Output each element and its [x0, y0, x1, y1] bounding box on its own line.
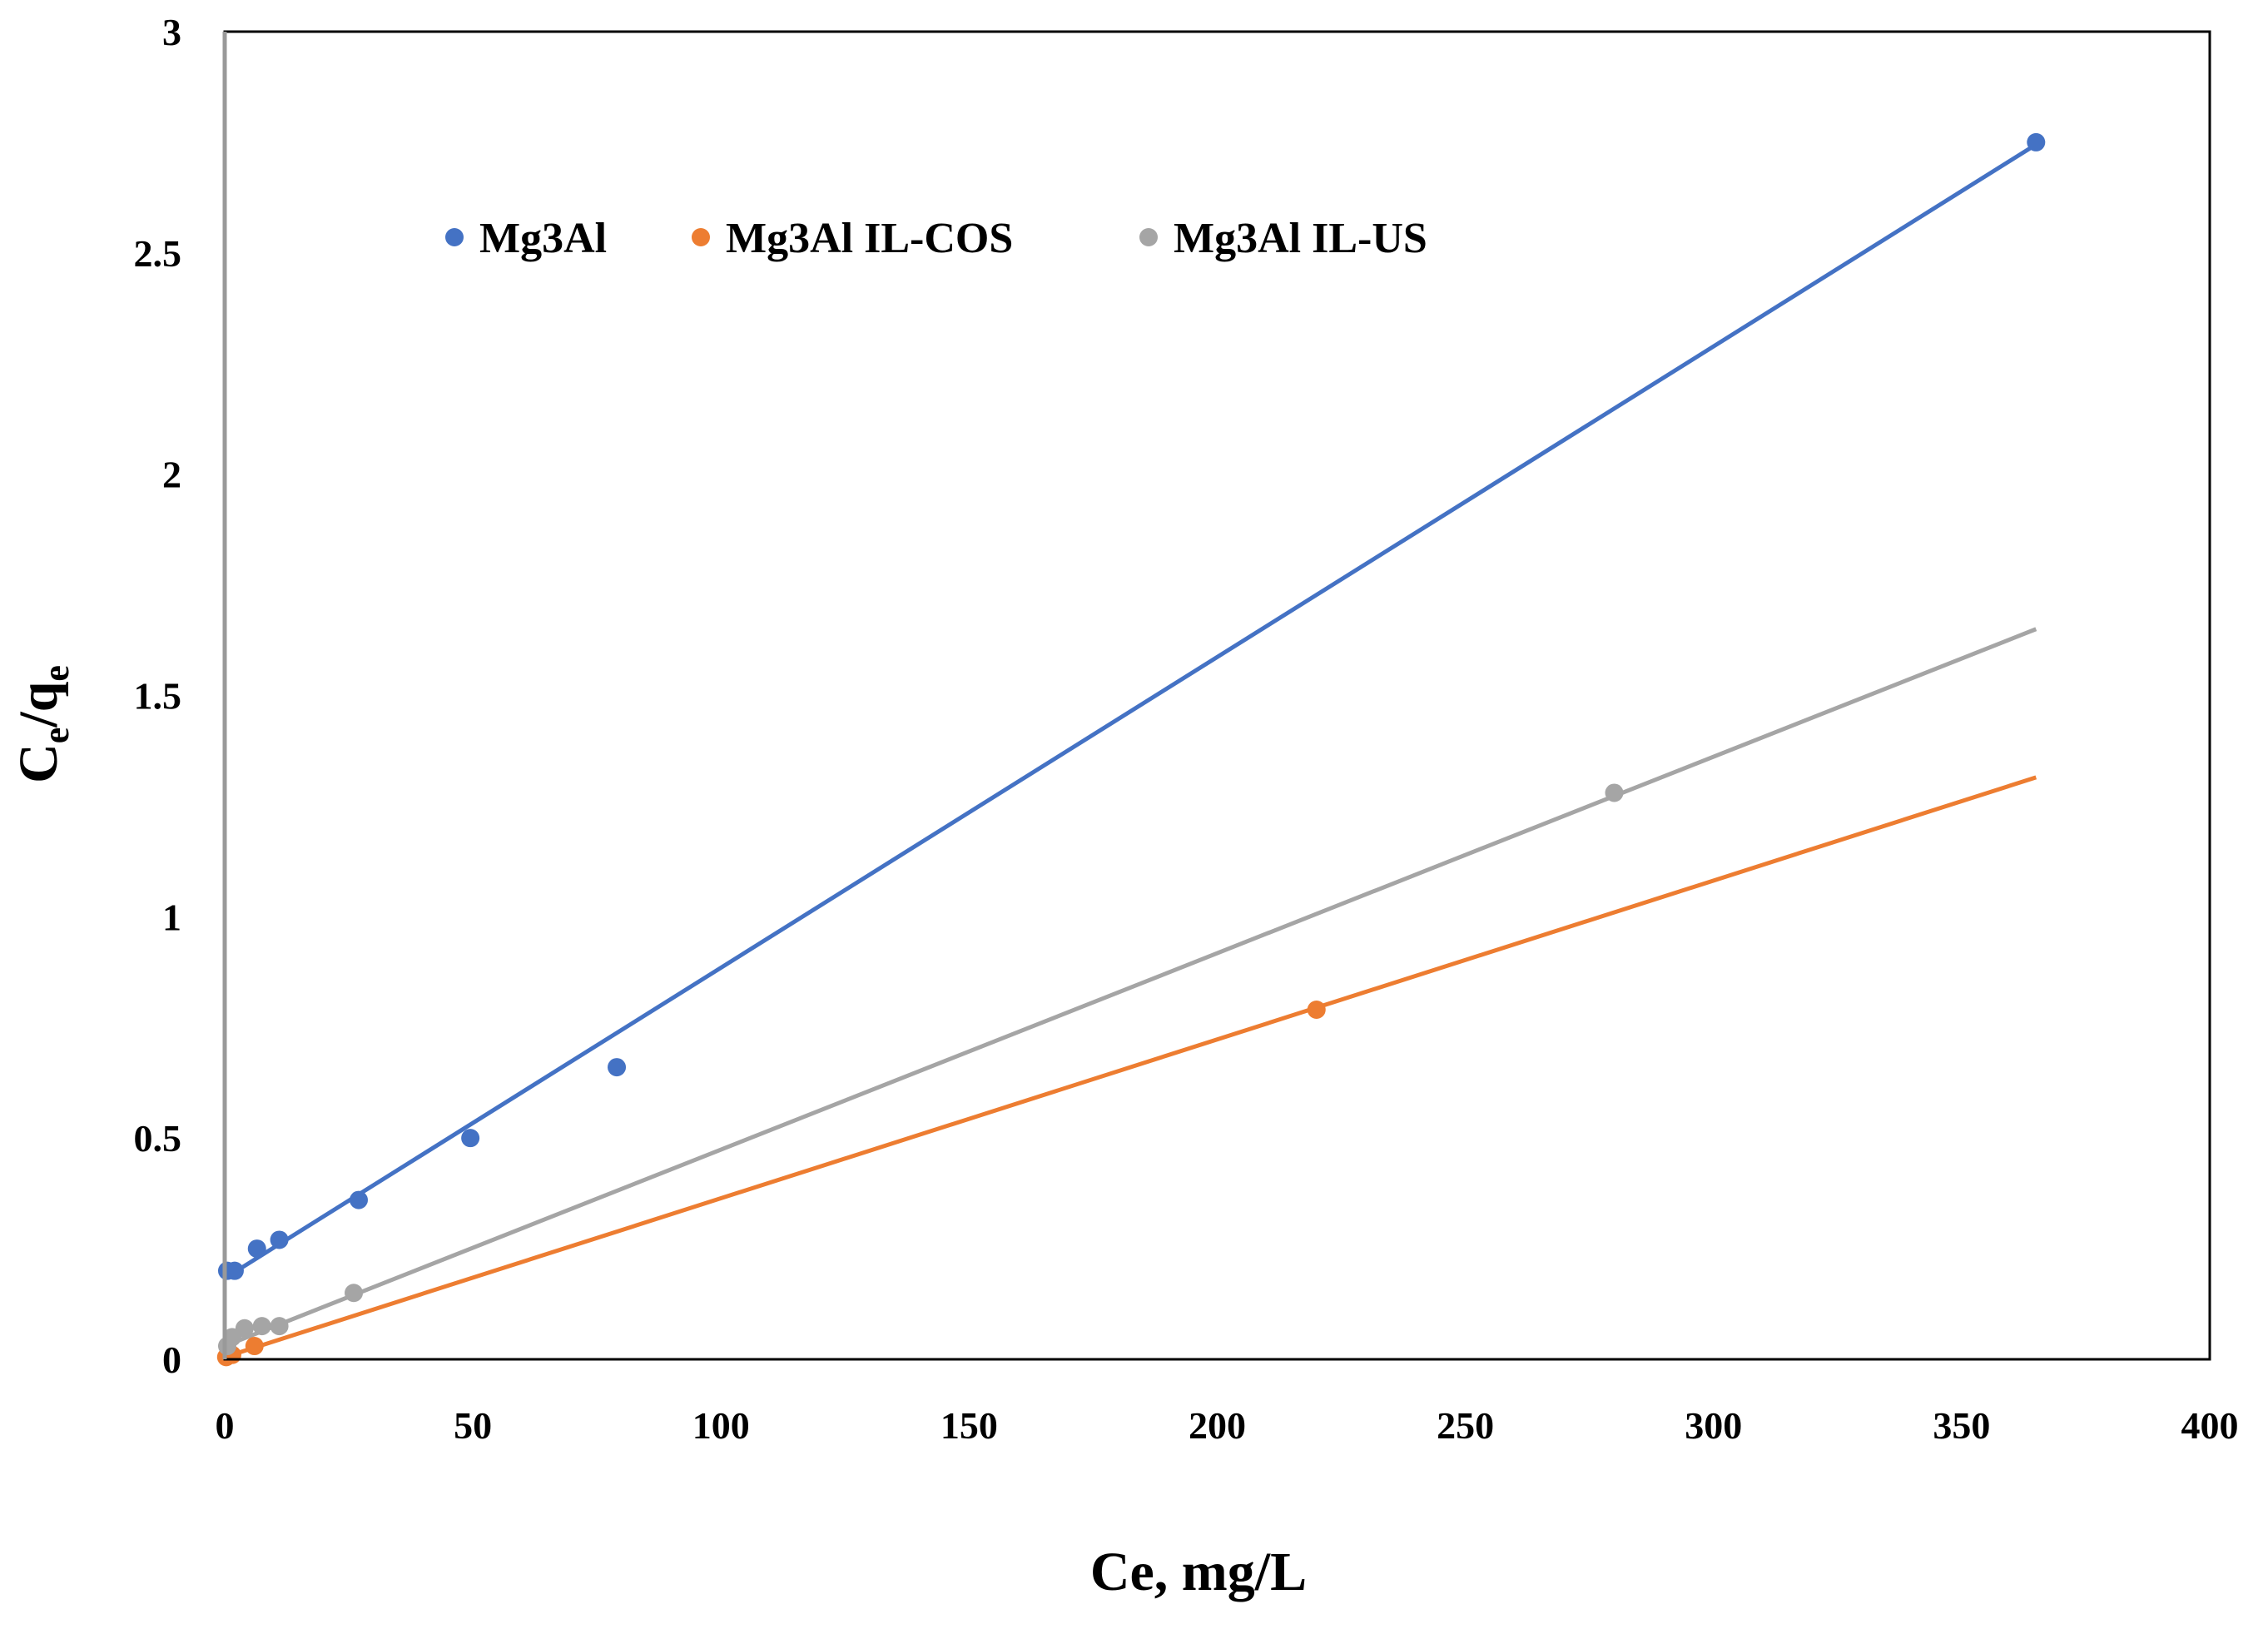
legend: Mg3Al Mg3Al IL-COS Mg3Al IL-US: [445, 215, 1427, 262]
legend-marker-mg3al: [445, 228, 464, 246]
x-tick-label: 150: [940, 1404, 998, 1447]
data-point-series-2-2: [235, 1319, 254, 1338]
x-tick-label: 200: [1189, 1404, 1246, 1447]
trendline-series-1: [224, 775, 2037, 1359]
legend-label-mg3al-il-us: Mg3Al IL-US: [1174, 215, 1427, 262]
y-axis-title: Ce/qe: [8, 665, 77, 783]
legend-marker-mg3al-il-us: [1139, 228, 1158, 246]
data-point-series-0-5: [461, 1129, 480, 1148]
data-point-series-0-3: [270, 1230, 289, 1249]
data-point-series-0-7: [2027, 132, 2046, 151]
y-tick-label: 1: [162, 896, 181, 938]
y-axis-title-sub2: e: [36, 665, 77, 682]
legend-label-mg3al: Mg3Al: [479, 215, 607, 262]
y-tick-label: 2: [162, 454, 181, 496]
legend-marker-mg3al-il-cos: [692, 228, 710, 246]
y-tick-label: 3: [162, 11, 181, 53]
data-point-series-2-3: [252, 1317, 271, 1336]
x-tick-label: 0: [216, 1404, 235, 1447]
y-tick-label: 0.5: [134, 1117, 182, 1160]
data-point-series-0-1: [225, 1261, 244, 1280]
data-point-series-1-2: [245, 1337, 264, 1356]
x-tick-label: 250: [1437, 1404, 1494, 1447]
x-tick-label: 400: [2181, 1404, 2239, 1447]
legend-label-mg3al-il-cos: Mg3Al IL-COS: [726, 215, 1013, 262]
x-tick-label: 100: [692, 1404, 750, 1447]
x-tick-label: 350: [1933, 1404, 1990, 1447]
y-axis-title-main: C: [8, 743, 69, 783]
data-point-series-2-6: [1605, 783, 1624, 802]
data-point-series-2-4: [270, 1317, 289, 1336]
y-tick-label: 0: [162, 1338, 181, 1381]
data-point-series-0-2: [247, 1239, 266, 1259]
y-tick-label: 1.5: [134, 675, 182, 718]
y-axis-title-mid: /q: [8, 681, 69, 728]
data-point-series-2-5: [345, 1284, 364, 1303]
plot-area: [216, 132, 2046, 1367]
x-tick-label: 300: [1685, 1404, 1742, 1447]
data-point-series-1-3: [1307, 1000, 1326, 1019]
trendline-series-0: [223, 142, 2037, 1280]
x-tick-label: 50: [454, 1404, 492, 1447]
axes: [222, 30, 2211, 1361]
data-point-series-0-4: [349, 1190, 368, 1209]
x-axis-title: Ce, mg/L: [1090, 1542, 1307, 1602]
tick-labels: 0 50 100 150 200 250 300 350 400 0 0.5 1 1.5 2 2.5 3: [134, 11, 2239, 1447]
y-tick-label: 2.5: [134, 232, 182, 275]
trendline-series-2: [224, 627, 2037, 1348]
y-axis-title-sub1: e: [36, 728, 77, 744]
data-point-series-0-6: [608, 1058, 627, 1077]
